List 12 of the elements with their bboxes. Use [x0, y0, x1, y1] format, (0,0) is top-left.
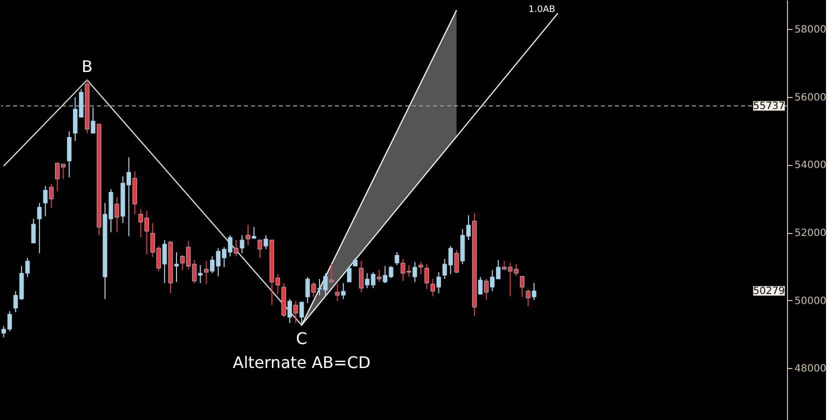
annotation: 50279 — [753, 286, 785, 297]
annotation: 1.0AB — [528, 5, 556, 16]
y-tick-label: 50000 — [794, 296, 826, 307]
y-tick-label: 52000 — [794, 228, 826, 240]
annotation: B — [82, 57, 93, 76]
ref-line-label: 55737 — [753, 100, 785, 112]
annotation: Alternate AB=CD — [232, 353, 371, 372]
annotation: C — [296, 329, 308, 348]
y-tick-label: 48000 — [794, 364, 826, 375]
y-tick-label: 56000 — [794, 92, 826, 104]
y-tick-label: 58000 — [794, 24, 826, 36]
y-tick-label: 54000 — [794, 160, 826, 172]
